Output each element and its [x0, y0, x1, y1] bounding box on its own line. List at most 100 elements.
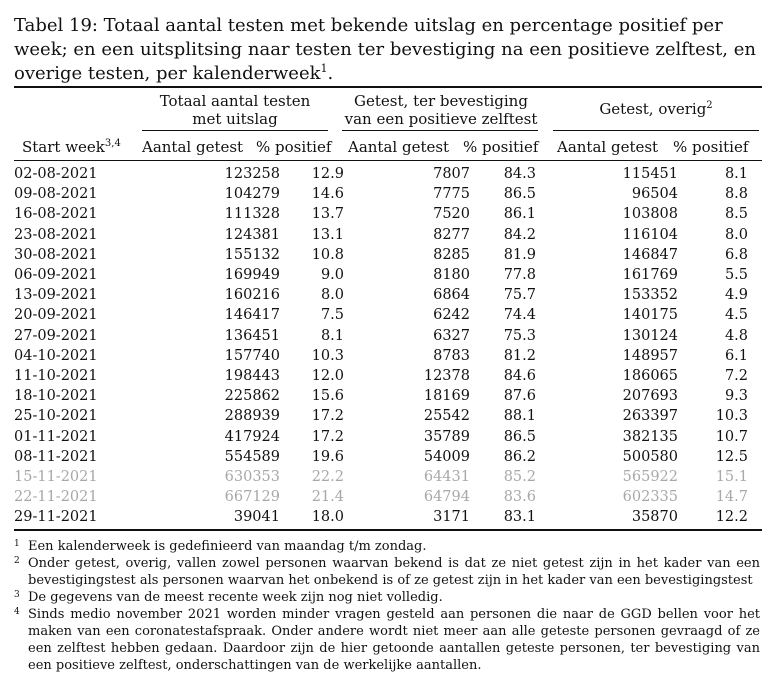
group-rule-total [142, 130, 328, 131]
other-pct-cell: 9.3 [724, 388, 748, 405]
total-pct-cell: 22.2 [311, 469, 344, 486]
confirm-count-cell: 7520 [433, 206, 470, 223]
week-cell: 15-11-2021 [14, 469, 98, 486]
table-row: 25-10-2021 288939 17.2 25542 88.1 263397 10.3 [14, 406, 762, 426]
column-header-total-pct: % positief [256, 138, 332, 156]
footnote-text: De gegevens van de meest recente week zi… [28, 590, 443, 605]
column-header-other-count: Aantal getest [557, 138, 659, 156]
bottom-rule [14, 529, 762, 531]
table-row: 15-11-2021 630353 22.2 64431 85.2 565922 15.1 [14, 467, 762, 487]
other-pct-cell: 12.2 [715, 509, 748, 526]
other-count-cell: 161769 [622, 267, 678, 284]
confirm-pct-cell: 83.6 [503, 489, 536, 506]
week-cell: 18-10-2021 [14, 388, 98, 405]
confirm-count-cell: 64431 [423, 469, 470, 486]
footnote: 4 Sinds medio november 2021 worden minder… [14, 606, 760, 674]
column-header-confirm-count: Aantal getest [348, 138, 450, 156]
week-cell: 25-10-2021 [14, 408, 98, 425]
confirm-count-cell: 8180 [433, 267, 470, 284]
total-count-cell: 146417 [224, 307, 280, 324]
total-pct-cell: 13.1 [311, 226, 344, 243]
confirm-pct-cell: 74.4 [503, 307, 536, 324]
confirm-pct-cell: 87.6 [503, 388, 536, 405]
total-pct-cell: 9.0 [320, 267, 344, 284]
confirm-pct-cell: 86.2 [503, 448, 536, 465]
total-count-cell: 225862 [224, 388, 280, 405]
confirm-count-cell: 35789 [423, 428, 470, 445]
table-row: 16-08-2021 111328 13.7 7520 86.1 103808 8.5 [14, 204, 762, 224]
total-count-cell: 39041 [233, 509, 280, 526]
other-pct-cell: 4.8 [724, 327, 748, 344]
footnote-mark: 1 [14, 539, 20, 549]
week-cell: 04-10-2021 [14, 347, 98, 364]
week-cell: 22-11-2021 [14, 489, 98, 506]
total-count-cell: 123258 [224, 166, 280, 182]
confirm-count-cell: 54009 [423, 448, 470, 465]
other-count-cell: 602335 [622, 489, 678, 506]
other-pct-cell: 12.5 [715, 448, 748, 465]
other-pct-cell: 5.5 [724, 267, 748, 284]
other-pct-cell: 15.1 [715, 469, 748, 486]
confirm-pct-cell: 81.9 [503, 246, 536, 263]
other-count-cell: 35870 [631, 509, 678, 526]
other-count-cell: 153352 [622, 287, 678, 304]
data-table: 02-08-2021 123258 12.9 7807 84.3 115451 8.1 09-… [14, 164, 762, 528]
group-header-other: Getest, overig2 [599, 100, 713, 118]
other-count-cell: 96504 [631, 186, 678, 203]
week-cell: 29-11-2021 [14, 509, 98, 526]
confirm-count-cell: 18169 [423, 388, 470, 405]
confirm-pct-cell: 77.8 [503, 267, 536, 284]
total-pct-cell: 12.9 [311, 166, 344, 182]
week-cell: 01-11-2021 [14, 428, 98, 445]
table-row: 02-08-2021 123258 12.9 7807 84.3 115451 8.1 [14, 164, 762, 184]
other-pct-cell: 4.9 [724, 287, 748, 304]
week-cell: 23-08-2021 [14, 226, 98, 243]
table-caption: Tabel 19: Totaal aantal testen met beken… [14, 15, 756, 84]
total-pct-cell: 19.6 [311, 448, 344, 465]
total-pct-cell: 17.2 [311, 408, 344, 425]
total-count-cell: 288939 [224, 408, 280, 425]
confirm-count-cell: 64794 [423, 489, 470, 506]
caption-footnote-mark: 1 [320, 62, 328, 75]
table-row: 23-08-2021 124381 13.1 8277 84.2 116104 8.0 [14, 225, 762, 245]
confirm-count-cell: 6242 [433, 307, 470, 324]
other-count-cell: 148957 [622, 347, 678, 364]
table-row: 29-11-2021 39041 18.0 3171 83.1 35870 12.2 [14, 507, 762, 527]
total-count-cell: 667129 [224, 489, 280, 506]
confirm-count-cell: 6864 [433, 287, 470, 304]
other-count-cell: 115451 [622, 166, 678, 182]
other-pct-cell: 7.2 [724, 368, 748, 385]
confirm-pct-cell: 84.6 [503, 368, 536, 385]
week-cell: 08-11-2021 [14, 448, 98, 465]
table-row: 18-10-2021 225862 15.6 18169 87.6 207693 9.3 [14, 386, 762, 406]
total-count-cell: 155132 [224, 246, 280, 263]
table-row: 11-10-2021 198443 12.0 12378 84.6 186065 7.2 [14, 366, 762, 386]
week-cell: 06-09-2021 [14, 267, 98, 284]
other-pct-cell: 8.0 [724, 226, 748, 243]
group-rule-confirmation [342, 130, 538, 131]
total-pct-cell: 17.2 [311, 428, 344, 445]
footnote-mark: 2 [14, 556, 20, 566]
table-row: 30-08-2021 155132 10.8 8285 81.9 146847 6.8 [14, 245, 762, 265]
confirm-pct-cell: 86.1 [503, 206, 536, 223]
week-cell: 16-08-2021 [14, 206, 98, 223]
total-pct-cell: 14.6 [311, 186, 344, 203]
footnote-mark: 3 [14, 590, 20, 600]
footnote-text: Een kalenderweek is gedefinieerd van maa… [28, 539, 427, 554]
other-count-cell: 140175 [622, 307, 678, 324]
table-row: 22-11-2021 667129 21.4 64794 83.6 602335 14.7 [14, 487, 762, 507]
other-pct-cell: 6.8 [724, 246, 748, 263]
footnote: 1 Een kalenderweek is gedefinieerd van ma… [14, 538, 760, 555]
column-header-week: Start week3,4 [22, 138, 121, 156]
footnote: 2 Onder getest, overig, vallen zowel pers… [14, 555, 760, 589]
total-count-cell: 417924 [224, 428, 280, 445]
other-count-cell: 130124 [622, 327, 678, 344]
week-cell: 09-08-2021 [14, 186, 98, 203]
total-count-cell: 554589 [224, 448, 280, 465]
column-header-other-pct: % positief [673, 138, 749, 156]
total-pct-cell: 10.8 [311, 246, 344, 263]
week-cell: 30-08-2021 [14, 246, 98, 263]
column-header-total-count: Aantal getest [142, 138, 244, 156]
total-pct-cell: 10.3 [311, 347, 344, 364]
confirm-pct-cell: 85.2 [503, 469, 536, 486]
